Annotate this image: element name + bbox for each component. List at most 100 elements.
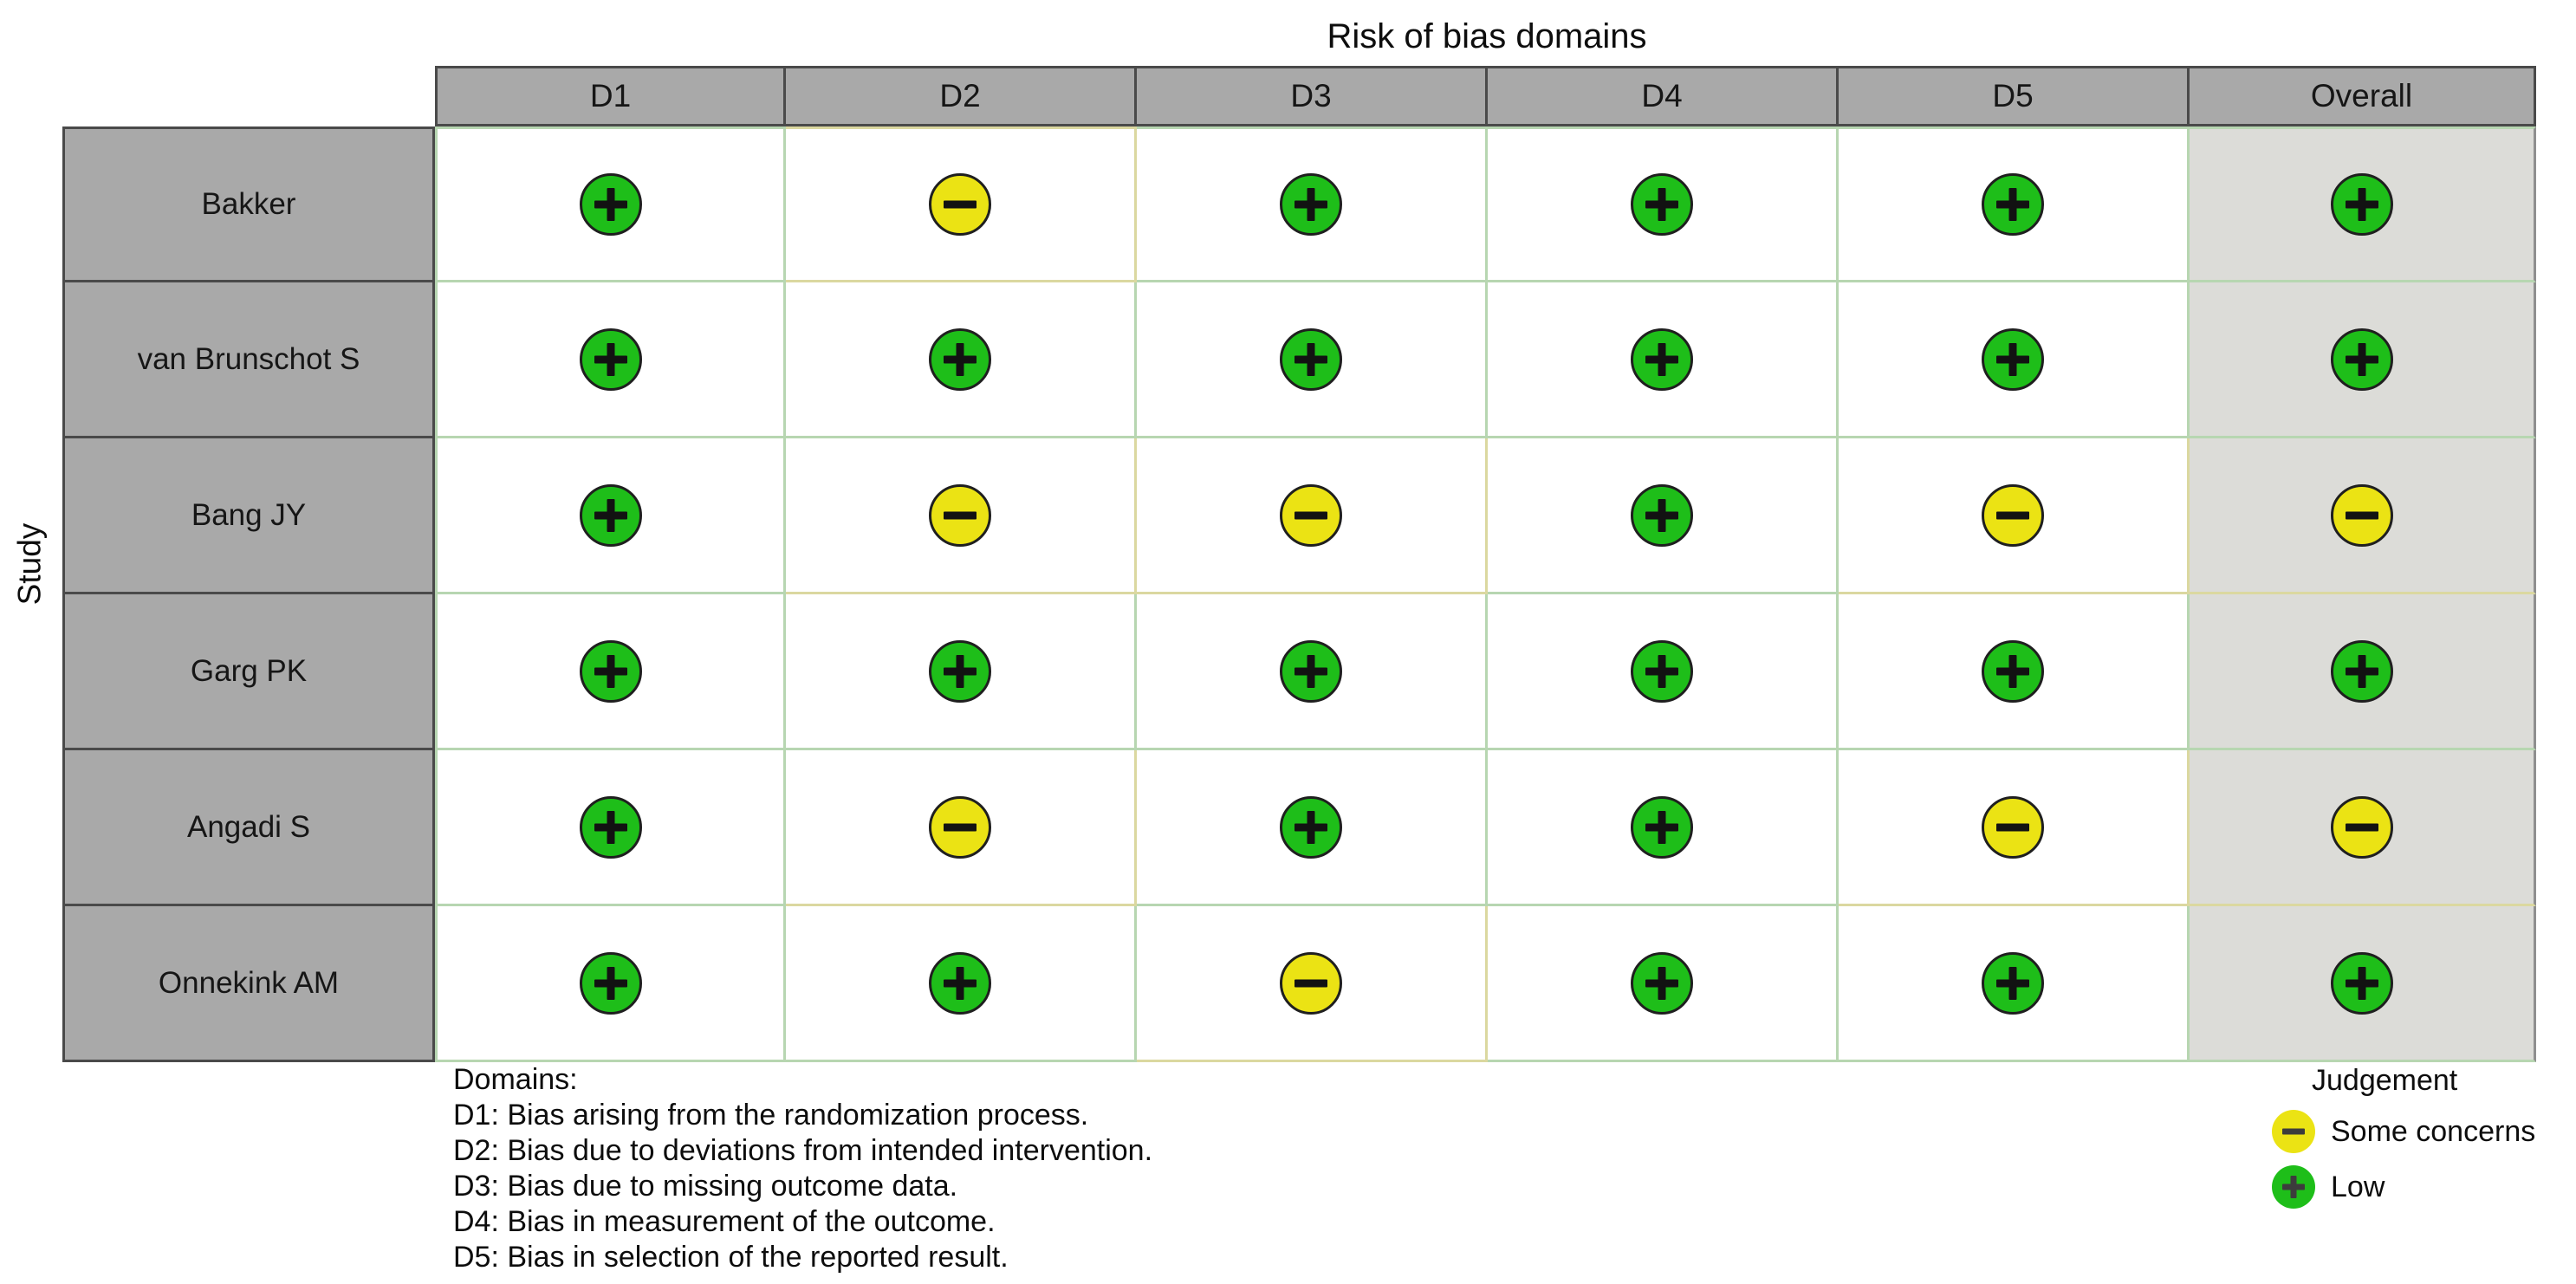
some-judgement-icon <box>929 173 991 236</box>
low-judgement-icon <box>929 951 991 1015</box>
column-header-d2: D2 <box>786 66 1137 126</box>
judgement-cell <box>786 750 1137 906</box>
domain-footnote: D4: Bias in measurement of the outcome. <box>453 1205 996 1238</box>
domain-footnote: D3: Bias due to missing outcome data. <box>453 1170 958 1203</box>
low-judgement-icon <box>1280 639 1342 703</box>
some-judgement-icon <box>1982 483 2044 547</box>
domain-footnote: D5: Bias in selection of the reported re… <box>453 1241 1009 1274</box>
judgement-cell <box>435 594 786 750</box>
judgement-cell <box>2190 126 2536 282</box>
low-judgement-icon <box>1982 173 2044 236</box>
low-judgement-icon <box>1280 173 1342 236</box>
judgement-cell <box>1839 282 2190 438</box>
low-judgement-icon <box>2330 639 2393 703</box>
judgement-cell <box>1488 594 1839 750</box>
study-label: Onnekink AM <box>62 906 435 1062</box>
study-label: Angadi S <box>62 750 435 906</box>
judgement-cell <box>435 906 786 1062</box>
judgement-cell <box>786 282 1137 438</box>
low-judgement-icon <box>579 483 642 547</box>
study-label: van Brunschot S <box>62 282 435 438</box>
low-judgement-icon <box>1631 951 1693 1015</box>
study-axis: Study <box>3 66 55 1062</box>
column-header-d4: D4 <box>1488 66 1839 126</box>
some-judgement-icon <box>2330 483 2393 547</box>
judgement-cell <box>1488 438 1839 594</box>
judgement-cell <box>786 438 1137 594</box>
legend-title: Judgement <box>2312 1064 2458 1097</box>
judgement-cell <box>2190 906 2536 1062</box>
judgement-cell <box>786 594 1137 750</box>
low-judgement-icon <box>1631 327 1693 391</box>
some-judgement-icon <box>929 795 991 859</box>
low-judgement-icon <box>579 951 642 1015</box>
low-judgement-icon <box>929 639 991 703</box>
some-judgement-icon <box>1982 795 2044 859</box>
domain-footnote: D1: Bias arising from the randomization … <box>453 1099 1089 1132</box>
low-judgement-icon <box>579 795 642 859</box>
judgement-cell <box>1137 282 1488 438</box>
judgement-cell <box>1839 906 2190 1062</box>
column-header-d1: D1 <box>435 66 786 126</box>
judgement-cell <box>1488 750 1839 906</box>
judgement-cell <box>435 282 786 438</box>
column-header-d3: D3 <box>1137 66 1488 126</box>
study-label: Bakker <box>62 126 435 282</box>
low-judgement-icon <box>2330 951 2393 1015</box>
judgement-cell <box>1839 438 2190 594</box>
low-judgement-icon <box>1631 639 1693 703</box>
domain-footnotes: Domains: D1: Bias arising from the rando… <box>453 1062 1152 1275</box>
judgement-cell <box>1137 438 1488 594</box>
rob-table: D1 D2 D3 D4 D5 Overall Bakker van Brunschot S Ba… <box>62 66 2536 1062</box>
legend-item-low: Low <box>2272 1165 2535 1209</box>
low-judgement-icon <box>2272 1165 2315 1209</box>
low-judgement-icon <box>1982 951 2044 1015</box>
low-judgement-icon <box>1280 795 1342 859</box>
study-axis-label: Study <box>11 522 47 606</box>
table-corner <box>62 66 435 126</box>
judgement-cell <box>1488 906 1839 1062</box>
column-header-d5: D5 <box>1839 66 2190 126</box>
low-judgement-icon <box>929 327 991 391</box>
judgement-cell <box>2190 438 2536 594</box>
some-judgement-icon <box>1280 483 1342 547</box>
legend-item-label: Low <box>2331 1170 2385 1203</box>
judgement-cell <box>1839 126 2190 282</box>
legend-item-label: Some concerns <box>2331 1114 2536 1148</box>
judgement-cell <box>435 126 786 282</box>
judgement-cell <box>435 438 786 594</box>
low-judgement-icon <box>579 327 642 391</box>
low-judgement-icon <box>1280 327 1342 391</box>
judgement-cell <box>786 906 1137 1062</box>
judgement-cell <box>435 750 786 906</box>
judgement-cell <box>2190 594 2536 750</box>
column-header-overall: Overall <box>2190 66 2536 126</box>
low-judgement-icon <box>579 173 642 236</box>
domain-footnote: D2: Bias due to deviations from intended… <box>453 1134 1153 1167</box>
low-judgement-icon <box>2330 327 2393 391</box>
low-judgement-icon <box>1631 795 1693 859</box>
study-label: Bang JY <box>62 438 435 594</box>
low-judgement-icon <box>1982 327 2044 391</box>
footnotes-heading: Domains: <box>453 1063 578 1096</box>
judgement-cell <box>1488 126 1839 282</box>
low-judgement-icon <box>1982 639 2044 703</box>
legend-item-some: Some concerns <box>2272 1110 2535 1153</box>
judgement-cell <box>1839 750 2190 906</box>
some-judgement-icon <box>2330 795 2393 859</box>
low-judgement-icon <box>2330 173 2393 236</box>
judgement-cell <box>1137 906 1488 1062</box>
judgement-cell <box>2190 750 2536 906</box>
judgement-cell <box>1137 126 1488 282</box>
some-judgement-icon <box>1280 951 1342 1015</box>
some-judgement-icon <box>2272 1110 2315 1153</box>
judgement-cell <box>1137 750 1488 906</box>
low-judgement-icon <box>1631 173 1693 236</box>
judgement-cell <box>1839 594 2190 750</box>
low-judgement-icon <box>1631 483 1693 547</box>
some-judgement-icon <box>929 483 991 547</box>
figure-title: Risk of bias domains <box>1327 17 1647 55</box>
study-label: Garg PK <box>62 594 435 750</box>
judgement-cell <box>1137 594 1488 750</box>
